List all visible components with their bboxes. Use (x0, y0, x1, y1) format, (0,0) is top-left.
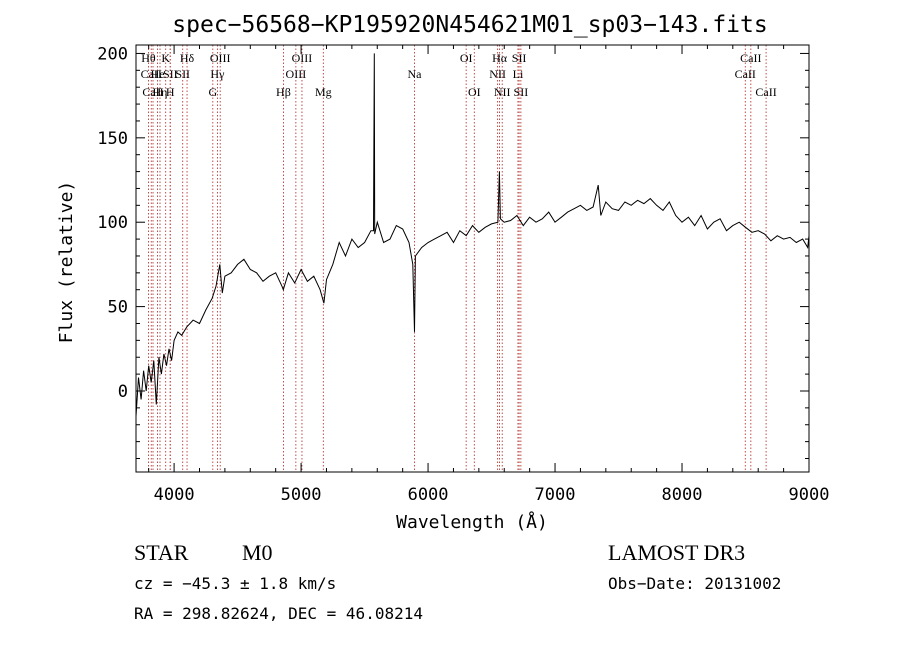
y-tick-label-2: 100 (97, 213, 128, 233)
line-label-3: He (151, 67, 165, 81)
y-tick-label-4: 200 (97, 44, 128, 64)
x-tick-label-2: 6000 (408, 485, 449, 505)
line-label-28: CaII (755, 85, 776, 99)
survey-name: LAMOST DR3 (608, 540, 745, 565)
line-label-20: Hα (492, 51, 508, 65)
line-label-16: Mg (315, 85, 332, 99)
chart-title: spec−56568−KP195920N454621M01_sp03−143.f… (172, 12, 767, 38)
line-label-0: Hθ (141, 51, 156, 65)
x-tick-label-1: 5000 (281, 485, 322, 505)
line-label-14: OIII (292, 51, 313, 65)
spectrum-series (135, 53, 810, 417)
line-label-24: Li (513, 67, 524, 81)
line-label-27: CaII (735, 67, 756, 81)
line-label-26: CaII (740, 51, 761, 65)
line-label-7: H (166, 85, 175, 99)
line-label-6: SII (163, 67, 178, 81)
line-label-13: Hβ (276, 85, 291, 99)
line-label-1: CaII (141, 67, 162, 81)
line-label-18: OI (460, 51, 473, 65)
line-label-17: Na (407, 67, 422, 81)
line-label-11: Hγ (210, 67, 225, 81)
line-label-5: K (161, 51, 170, 65)
line-label-9: SII (175, 67, 190, 81)
plot-frame (135, 44, 810, 473)
x-tick-label-4: 8000 (662, 485, 703, 505)
line-label-22: NII (494, 85, 511, 99)
x-tick-label-0: 4000 (154, 485, 195, 505)
x-axis-label: Wavelength (Å) (396, 511, 548, 533)
line-label-25: SII (514, 85, 529, 99)
redshift-value: cz = −45.3 ± 1.8 km/s (134, 574, 336, 593)
observation-date: Obs−Date: 20131002 (608, 574, 781, 593)
axes: 4000 5000 6000 7000 8000 9000 0 50 100 150 200 (97, 44, 829, 505)
x-tick-label-3: 7000 (535, 485, 576, 505)
line-label-8: Hδ (180, 51, 195, 65)
line-label-2: CaII (142, 85, 163, 99)
y-axis-label: Flux (relative) (56, 181, 77, 344)
ra-dec-coordinates: RA = 298.82624, DEC = 46.08214 (134, 604, 423, 623)
object-class: STAR (134, 540, 189, 565)
emission-line-markers (148, 45, 767, 472)
line-label-21: NII (489, 67, 506, 81)
y-tick-label-1: 50 (108, 298, 128, 318)
line-label-19: OI (468, 85, 481, 99)
object-subclass: M0 (242, 540, 273, 565)
line-label-23: SII (512, 51, 527, 65)
y-tick-label-3: 150 (97, 129, 128, 149)
y-tick-label-0: 0 (118, 382, 128, 402)
line-label-4: Hη (153, 85, 168, 99)
line-label-10: OIII (210, 51, 231, 65)
line-label-12: G (208, 85, 217, 99)
x-tick-label-5: 9000 (789, 485, 830, 505)
line-label-15: OIII (286, 67, 307, 81)
spectrum-line (135, 53, 810, 417)
